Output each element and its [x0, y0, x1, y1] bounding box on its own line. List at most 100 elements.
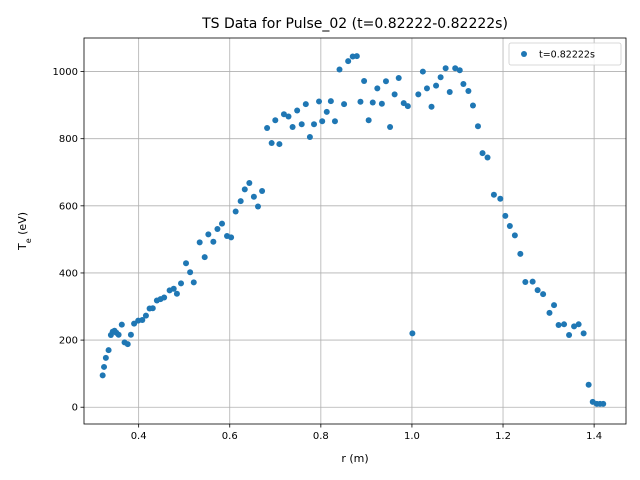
legend-marker	[521, 51, 527, 57]
data-point	[259, 188, 266, 195]
data-point	[575, 321, 582, 328]
data-point	[506, 222, 513, 229]
data-point	[490, 191, 497, 198]
x-tick-label: 1.4	[586, 431, 602, 442]
data-point	[465, 88, 472, 95]
data-point	[580, 330, 587, 337]
data-point	[555, 321, 562, 328]
data-point	[551, 302, 558, 309]
y-axis-label: Te (eV)	[16, 212, 33, 251]
data-point	[302, 101, 309, 108]
data-point	[232, 208, 239, 215]
data-point	[479, 150, 486, 157]
data-point	[102, 354, 109, 361]
y-tick-label: 200	[59, 336, 78, 347]
data-point	[517, 250, 524, 257]
data-point	[178, 280, 185, 287]
data-point	[327, 98, 334, 105]
data-point	[294, 107, 301, 114]
data-point	[529, 278, 536, 285]
data-point	[127, 331, 134, 338]
data-point	[254, 203, 261, 210]
data-point	[311, 121, 318, 128]
y-axis-ticks: 0 200 400 600 800 1000	[53, 67, 84, 414]
data-point	[306, 134, 313, 141]
plot-frame	[83, 37, 627, 425]
data-point	[600, 400, 607, 407]
data-point	[374, 85, 381, 92]
data-point	[101, 363, 108, 370]
x-tick-label: 1.2	[495, 431, 511, 442]
y-tick-label: 600	[59, 201, 78, 212]
data-point	[323, 108, 330, 115]
data-point	[437, 74, 444, 81]
data-point	[246, 180, 253, 187]
data-points	[99, 53, 607, 407]
data-point	[511, 232, 518, 239]
x-axis-ticks: 0.4 0.6 0.8 1.0 1.2 1.4	[131, 424, 602, 442]
x-axis-label: r (m)	[341, 452, 368, 465]
data-point	[522, 279, 529, 286]
data-point	[433, 82, 440, 89]
x-tick-label: 0.8	[313, 431, 329, 442]
data-point	[345, 58, 352, 65]
data-point	[469, 102, 476, 109]
chart-title: TS Data for Pulse_02 (t=0.82222-0.82222s…	[201, 16, 508, 32]
data-point	[276, 141, 283, 148]
data-point	[442, 65, 449, 72]
data-point	[118, 321, 125, 328]
x-tick-label: 0.6	[222, 431, 238, 442]
data-point	[566, 332, 573, 339]
data-point	[452, 65, 459, 72]
data-point	[219, 220, 226, 227]
data-point	[585, 381, 592, 388]
data-point	[115, 331, 122, 338]
data-point	[170, 285, 177, 292]
data-point	[419, 68, 426, 75]
data-point	[474, 123, 481, 130]
data-point	[124, 341, 131, 348]
data-point	[456, 67, 463, 74]
y-tick-label: 400	[59, 268, 78, 279]
data-point	[210, 238, 217, 245]
data-point	[105, 347, 112, 354]
data-point	[546, 309, 553, 316]
data-point	[173, 290, 180, 297]
plot-area	[84, 38, 626, 424]
data-point	[361, 77, 368, 84]
data-point	[423, 85, 430, 92]
data-point	[460, 80, 467, 87]
data-point	[484, 154, 491, 161]
data-point	[404, 103, 411, 110]
data-point	[201, 254, 208, 261]
data-point	[139, 316, 146, 323]
data-point	[365, 117, 372, 124]
data-point	[331, 118, 338, 125]
data-point	[142, 312, 149, 319]
data-point	[289, 123, 296, 130]
data-point	[205, 231, 212, 238]
y-tick-label: 1000	[53, 67, 78, 78]
data-point	[353, 53, 360, 60]
data-point	[149, 305, 156, 312]
data-point	[336, 66, 343, 73]
data-point	[264, 124, 271, 131]
data-point	[237, 198, 244, 205]
data-point	[428, 103, 435, 110]
y-tick-label: 0	[72, 403, 78, 414]
data-point	[534, 287, 541, 294]
data-point	[395, 74, 402, 81]
data-point	[409, 330, 416, 337]
data-point	[561, 321, 568, 328]
data-point	[387, 123, 394, 130]
data-point	[214, 225, 221, 232]
data-point	[190, 279, 197, 286]
data-point	[415, 91, 422, 98]
data-point	[540, 291, 547, 298]
legend-label: t=0.82222s	[539, 50, 595, 61]
data-point	[285, 113, 292, 120]
legend-box	[508, 42, 622, 66]
data-point	[446, 89, 453, 96]
x-tick-label: 0.4	[131, 431, 147, 442]
data-point	[502, 212, 509, 219]
